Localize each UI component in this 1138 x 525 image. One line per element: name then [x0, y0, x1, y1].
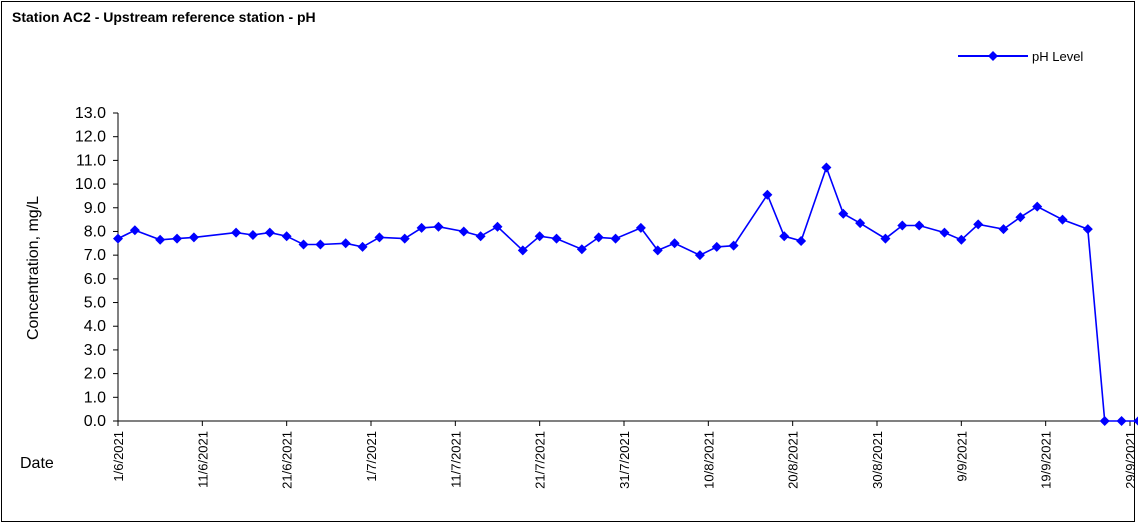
data-layer [113, 162, 1138, 426]
data-point [1116, 416, 1127, 426]
y-tick-label: 10.0 [75, 176, 106, 193]
data-point [593, 232, 604, 243]
axes: 0.0 1.0 2.0 3.0 4.0 5.0 6.0 7.0 8.0 9.0 10.0 11.0 12… [75, 105, 1138, 489]
data-point [796, 235, 807, 246]
y-axis-label-group: Concentration, mg/L [25, 196, 42, 340]
data-point [247, 230, 258, 241]
data-point [897, 220, 908, 231]
data-point [838, 208, 849, 219]
x-tick-label: 1/6/2021 [111, 431, 126, 482]
data-point [399, 233, 410, 244]
data-point [576, 244, 587, 255]
chart-title: Station AC2 - Upstream reference station… [12, 9, 316, 25]
data-point [669, 238, 680, 249]
data-point [1057, 214, 1068, 225]
data-point [635, 222, 646, 233]
data-point [973, 219, 984, 230]
data-point [1032, 201, 1043, 212]
legend-label: pH Level [1032, 49, 1083, 64]
data-point [433, 221, 444, 232]
data-point [374, 232, 385, 243]
y-tick-label: 6.0 [84, 271, 106, 288]
data-point [281, 231, 292, 242]
data-point [728, 240, 739, 251]
y-tick-label: 13.0 [75, 105, 106, 122]
y-axis-label: Concentration, mg/L [25, 196, 42, 340]
data-point [998, 224, 1009, 235]
x-axis-label: Date [20, 455, 54, 472]
data-point [711, 241, 722, 252]
y-tick-label: 11.0 [76, 152, 106, 169]
data-point [652, 245, 663, 256]
data-point [551, 233, 562, 244]
x-tick-label: 1/7/2021 [364, 431, 379, 482]
data-point [188, 232, 199, 243]
data-point [610, 233, 621, 244]
y-tick-label: 1.0 [84, 389, 106, 406]
legend: pH Level [958, 49, 1083, 64]
data-point [129, 225, 140, 236]
y-tick-label: 12.0 [75, 129, 106, 146]
data-point [340, 238, 351, 249]
data-point [458, 226, 469, 237]
data-point [939, 227, 950, 238]
data-point [315, 239, 326, 250]
x-tick-label: 21/7/2021 [533, 431, 548, 489]
data-point [1082, 224, 1093, 235]
x-tick-label: 11/6/2021 [195, 431, 210, 488]
data-point [1099, 416, 1110, 426]
data-point [113, 233, 123, 244]
y-tick-label: 5.0 [84, 295, 106, 312]
series-line [117, 165, 1138, 422]
y-tick-label: 8.0 [84, 223, 106, 240]
data-point [475, 231, 486, 242]
data-point [517, 245, 528, 256]
data-point [779, 231, 790, 242]
y-tick-label: 9.0 [84, 200, 106, 217]
data-point [1015, 212, 1026, 223]
data-point [492, 221, 503, 232]
data-point [534, 231, 545, 242]
x-tick-label: 11/7/2021 [448, 431, 463, 488]
data-point [914, 220, 925, 231]
x-tick-label: 29/9/2021 [1123, 431, 1138, 489]
data-point [172, 233, 183, 244]
y-tick-label: 0.0 [84, 413, 106, 430]
data-point [416, 222, 427, 233]
y-tick-label: 3.0 [84, 342, 106, 359]
data-point [880, 233, 891, 244]
data-point [298, 239, 309, 250]
x-tick-label: 19/9/2021 [1039, 431, 1054, 489]
data-point [231, 227, 242, 238]
data-point [762, 189, 773, 200]
x-tick-label: 31/7/2021 [617, 431, 632, 489]
x-tick-label: 9/9/2021 [954, 431, 969, 482]
data-point [357, 241, 368, 252]
legend-marker [988, 51, 998, 61]
data-point [855, 218, 866, 229]
data-point [956, 234, 967, 245]
x-tick-label: 10/8/2021 [701, 431, 716, 489]
x-tick-label: 30/8/2021 [870, 431, 885, 489]
y-tick-label: 4.0 [84, 318, 106, 335]
data-point [155, 234, 166, 245]
data-point [1133, 416, 1138, 426]
x-tick-label: 21/6/2021 [280, 431, 295, 489]
data-point [821, 162, 832, 173]
y-tick-label: 2.0 [84, 366, 106, 383]
x-tick-label: 20/8/2021 [786, 431, 801, 489]
data-point [264, 227, 275, 238]
data-point [694, 250, 705, 261]
y-tick-label: 7.0 [84, 247, 106, 264]
